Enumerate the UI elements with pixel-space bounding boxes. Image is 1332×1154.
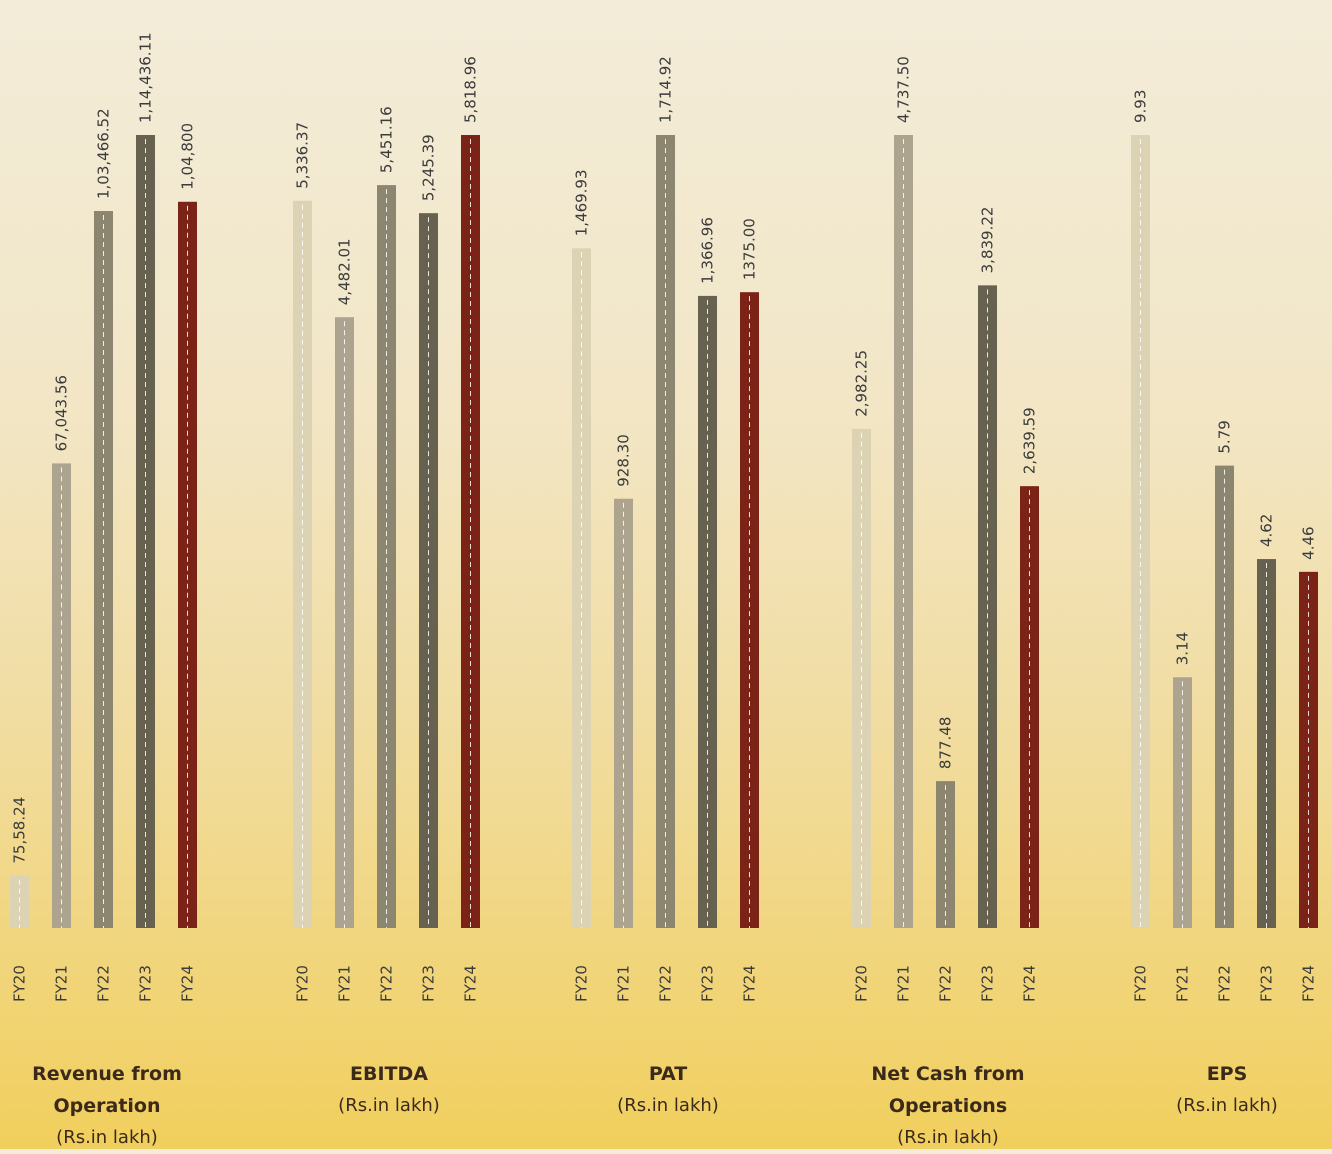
chart-ebitda: 5,336.37 FY20 4,482.01 FY21 5,451.16 FY22 5,24… (293, 56, 480, 1002)
caption-eps-unit: (Rs.in lakh) (1176, 1095, 1278, 1116)
chart-eps: 9.93 FY20 3.14 FY21 5.79 FY22 4.62 FY23 4.46 FY24 (1131, 90, 1318, 1002)
ebitda-value-label-fy24: 5,818.96 (462, 56, 480, 123)
net-cash-tick-fy24: FY24 (1021, 965, 1039, 1002)
net-cash-value-label-fy24: 2,639.59 (1021, 407, 1039, 474)
ebitda-value-label-fy22: 5,451.16 (378, 106, 396, 173)
revenue-tick-fy21: FY21 (53, 965, 71, 1002)
pat-bar-fy24 (740, 292, 759, 928)
net-cash-value-label-fy21: 4,737.50 (895, 56, 913, 123)
revenue-bar-fy24 (178, 201, 197, 929)
pat-value-label-fy20: 1,469.93 (573, 169, 591, 236)
revenue-value-label-fy23: 1,14,436.11 (137, 32, 155, 123)
eps-value-label-fy22: 5.79 (1216, 420, 1234, 453)
eps-tick-fy24: FY24 (1300, 965, 1318, 1002)
pat-value-label-fy22: 1,714.92 (657, 56, 675, 123)
net-cash-tick-fy21: FY21 (895, 965, 913, 1002)
revenue-value-label-fy24: 1,04,800 (179, 123, 197, 190)
ebitda-value-label-fy23: 5,245.39 (420, 134, 438, 201)
eps-value-label-fy24: 4.46 (1300, 526, 1318, 559)
revenue-value-label-fy20: 75,58.24 (11, 797, 29, 864)
pat-bar-fy23 (698, 295, 717, 928)
revenue-tick-fy23: FY23 (137, 965, 155, 1002)
revenue-tick-fy20: FY20 (11, 965, 29, 1002)
pat-value-label-fy21: 928.30 (615, 434, 633, 487)
eps-tick-fy23: FY23 (1258, 965, 1276, 1002)
caption-net-cash: Net Cash from Operations (Rs.in lakh) (833, 1058, 1063, 1154)
chart-revenue: 75,58.24 FY20 67,043.56 FY21 1,03,466.52 FY22… (10, 32, 197, 1002)
caption-net-cash-unit: (Rs.in lakh) (897, 1127, 999, 1148)
revenue-tick-fy22: FY22 (95, 965, 113, 1002)
caption-revenue: Revenue from Operation (Rs.in lakh) (0, 1058, 222, 1154)
caption-net-cash-title: Net Cash from Operations (871, 1063, 1025, 1117)
ebitda-bar-fy20 (293, 200, 312, 928)
net-cash-tick-fy20: FY20 (853, 965, 871, 1002)
pat-bar-fy22 (656, 135, 675, 928)
ebitda-tick-fy22: FY22 (378, 965, 396, 1002)
ebitda-bar-fy24 (461, 135, 480, 928)
net-cash-value-label-fy23: 3,839.22 (979, 207, 997, 274)
caption-eps: EPS (Rs.in lakh) (1112, 1058, 1332, 1122)
chart-net-cash: 2,982.25 FY20 4,737.50 FY21 877.48 FY22 3,839.… (852, 56, 1039, 1002)
ebitda-value-label-fy21: 4,482.01 (336, 238, 354, 305)
ebitda-tick-fy24: FY24 (462, 965, 480, 1002)
revenue-bar-fy23 (136, 135, 155, 928)
revenue-value-label-fy21: 67,043.56 (53, 375, 71, 451)
eps-bar-fy20 (1131, 135, 1150, 928)
pat-tick-fy21: FY21 (615, 965, 633, 1002)
eps-value-label-fy20: 9.93 (1132, 90, 1150, 123)
eps-value-label-fy21: 3.14 (1174, 632, 1192, 665)
ebitda-value-label-fy20: 5,336.37 (294, 122, 312, 189)
pat-value-label-fy24: 1375.00 (741, 218, 759, 280)
eps-tick-fy20: FY20 (1132, 965, 1150, 1002)
net-cash-tick-fy23: FY23 (979, 965, 997, 1002)
caption-pat-title: PAT (648, 1063, 688, 1085)
revenue-value-label-fy22: 1,03,466.52 (95, 108, 113, 199)
ebitda-tick-fy20: FY20 (294, 965, 312, 1002)
net-cash-value-label-fy20: 2,982.25 (853, 350, 871, 417)
caption-pat-unit: (Rs.in lakh) (617, 1095, 719, 1116)
caption-ebitda: EBITDA (Rs.in lakh) (274, 1058, 504, 1122)
pat-tick-fy24: FY24 (741, 965, 759, 1002)
pat-tick-fy23: FY23 (699, 965, 717, 1002)
caption-ebitda-title: EBITDA (350, 1063, 428, 1085)
caption-pat: PAT (Rs.in lakh) (553, 1058, 783, 1122)
net-cash-bar-fy22 (936, 781, 955, 928)
pat-value-label-fy23: 1,366.96 (699, 217, 717, 284)
caption-eps-title: EPS (1206, 1063, 1248, 1085)
chart-pat: 1,469.93 FY20 928.30 FY21 1,714.92 FY22 1,366.… (572, 56, 759, 1002)
eps-value-label-fy23: 4.62 (1258, 514, 1276, 547)
net-cash-bar-fy21 (894, 135, 913, 928)
ebitda-bar-fy22 (377, 185, 396, 928)
net-cash-tick-fy22: FY22 (937, 965, 955, 1002)
net-cash-value-label-fy22: 877.48 (937, 717, 955, 770)
caption-ebitda-unit: (Rs.in lakh) (338, 1095, 440, 1116)
eps-tick-fy22: FY22 (1216, 965, 1234, 1002)
ebitda-tick-fy23: FY23 (420, 965, 438, 1002)
pat-tick-fy22: FY22 (657, 965, 675, 1002)
eps-tick-fy21: FY21 (1174, 965, 1192, 1002)
caption-revenue-unit: (Rs.in lakh) (56, 1127, 158, 1148)
pat-tick-fy20: FY20 (573, 965, 591, 1002)
revenue-tick-fy24: FY24 (179, 965, 197, 1002)
caption-revenue-title: Revenue from Operation (32, 1063, 182, 1117)
ebitda-tick-fy21: FY21 (336, 965, 354, 1002)
